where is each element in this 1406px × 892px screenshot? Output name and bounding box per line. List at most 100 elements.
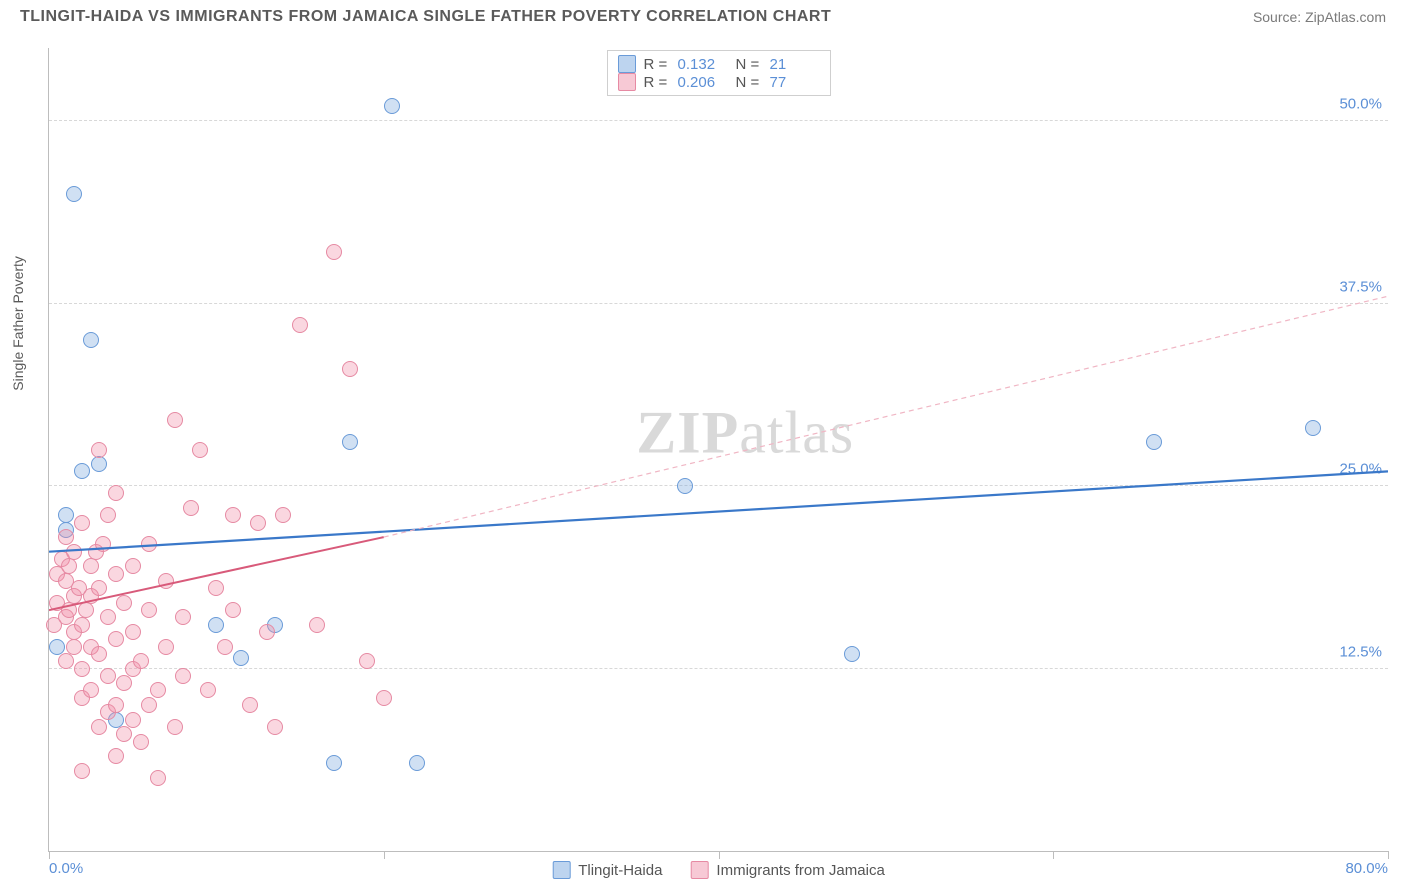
data-point bbox=[1305, 420, 1321, 436]
data-point bbox=[409, 755, 425, 771]
data-point bbox=[326, 755, 342, 771]
data-point bbox=[225, 602, 241, 618]
y-tick-label: 25.0% bbox=[1339, 461, 1382, 478]
y-tick-label: 50.0% bbox=[1339, 96, 1382, 113]
legend-n-value: 77 bbox=[770, 74, 820, 91]
legend-swatch bbox=[618, 55, 636, 73]
legend-label: Immigrants from Jamaica bbox=[716, 862, 884, 879]
data-point bbox=[91, 442, 107, 458]
data-point bbox=[141, 602, 157, 618]
data-point bbox=[384, 98, 400, 114]
data-point bbox=[116, 726, 132, 742]
data-point bbox=[108, 748, 124, 764]
data-point bbox=[150, 770, 166, 786]
series-legend: Tlingit-Haida Immigrants from Jamaica bbox=[552, 861, 885, 879]
data-point bbox=[116, 675, 132, 691]
data-point bbox=[1146, 434, 1162, 450]
legend-item: Immigrants from Jamaica bbox=[690, 861, 884, 879]
data-point bbox=[91, 646, 107, 662]
data-point bbox=[217, 639, 233, 655]
data-point bbox=[208, 580, 224, 596]
data-point bbox=[141, 536, 157, 552]
gridline bbox=[49, 668, 1388, 669]
data-point bbox=[74, 463, 90, 479]
data-point bbox=[150, 682, 166, 698]
data-point bbox=[208, 617, 224, 633]
data-point bbox=[100, 668, 116, 684]
data-point bbox=[66, 186, 82, 202]
gridline bbox=[49, 485, 1388, 486]
data-point bbox=[66, 639, 82, 655]
data-point bbox=[225, 507, 241, 523]
data-point bbox=[133, 653, 149, 669]
data-point bbox=[74, 661, 90, 677]
legend-n-value: 21 bbox=[770, 56, 820, 73]
data-point bbox=[49, 639, 65, 655]
data-point bbox=[233, 650, 249, 666]
legend-item: Tlingit-Haida bbox=[552, 861, 662, 879]
data-point bbox=[141, 697, 157, 713]
source-label: Source: ZipAtlas.com bbox=[1253, 9, 1386, 25]
data-point bbox=[342, 361, 358, 377]
data-point bbox=[250, 515, 266, 531]
legend-r-value: 0.132 bbox=[678, 56, 728, 73]
gridline bbox=[49, 120, 1388, 121]
data-point bbox=[125, 712, 141, 728]
data-point bbox=[91, 580, 107, 596]
data-point bbox=[200, 682, 216, 698]
data-point bbox=[158, 573, 174, 589]
data-point bbox=[100, 507, 116, 523]
data-point bbox=[175, 609, 191, 625]
data-point bbox=[83, 682, 99, 698]
data-point bbox=[259, 624, 275, 640]
data-point bbox=[275, 507, 291, 523]
x-tick bbox=[49, 851, 50, 859]
x-tick bbox=[1053, 851, 1054, 859]
legend-n-label: N = bbox=[736, 56, 762, 73]
gridline bbox=[49, 303, 1388, 304]
data-point bbox=[108, 485, 124, 501]
trend-lines bbox=[49, 48, 1388, 851]
x-tick bbox=[384, 851, 385, 859]
data-point bbox=[267, 719, 283, 735]
legend-swatch bbox=[552, 861, 570, 879]
data-point bbox=[242, 697, 258, 713]
data-point bbox=[125, 558, 141, 574]
data-point bbox=[95, 536, 111, 552]
y-tick-label: 37.5% bbox=[1339, 278, 1382, 295]
chart-title: TLINGIT-HAIDA VS IMMIGRANTS FROM JAMAICA… bbox=[20, 8, 831, 26]
data-point bbox=[74, 763, 90, 779]
data-point bbox=[292, 317, 308, 333]
data-point bbox=[175, 668, 191, 684]
plot-region: ZIPatlas R =0.132N =21R =0.206N =77 Tlin… bbox=[48, 48, 1388, 852]
data-point bbox=[108, 697, 124, 713]
x-tick bbox=[1388, 851, 1389, 859]
legend-r-label: R = bbox=[644, 74, 670, 91]
data-point bbox=[58, 653, 74, 669]
data-point bbox=[100, 609, 116, 625]
data-point bbox=[116, 595, 132, 611]
y-tick-label: 12.5% bbox=[1339, 643, 1382, 660]
legend-row: R = 0.132 N = 21 bbox=[618, 55, 820, 73]
data-point bbox=[74, 515, 90, 531]
data-point bbox=[83, 332, 99, 348]
data-point bbox=[167, 719, 183, 735]
correlation-legend: R = 0.132 N = 21 R = 0.206 N = 77 bbox=[607, 50, 831, 96]
data-point bbox=[167, 412, 183, 428]
data-point bbox=[58, 529, 74, 545]
y-axis-label: Single Father Poverty bbox=[10, 256, 26, 391]
data-point bbox=[61, 558, 77, 574]
x-tick-label: 0.0% bbox=[49, 860, 83, 877]
legend-r-value: 0.206 bbox=[678, 74, 728, 91]
data-point bbox=[359, 653, 375, 669]
data-point bbox=[91, 719, 107, 735]
data-point bbox=[125, 624, 141, 640]
data-point bbox=[133, 734, 149, 750]
data-point bbox=[844, 646, 860, 662]
legend-label: Tlingit-Haida bbox=[578, 862, 662, 879]
data-point bbox=[309, 617, 325, 633]
legend-r-label: R = bbox=[644, 56, 670, 73]
data-point bbox=[376, 690, 392, 706]
legend-n-label: N = bbox=[736, 74, 762, 91]
data-point bbox=[192, 442, 208, 458]
